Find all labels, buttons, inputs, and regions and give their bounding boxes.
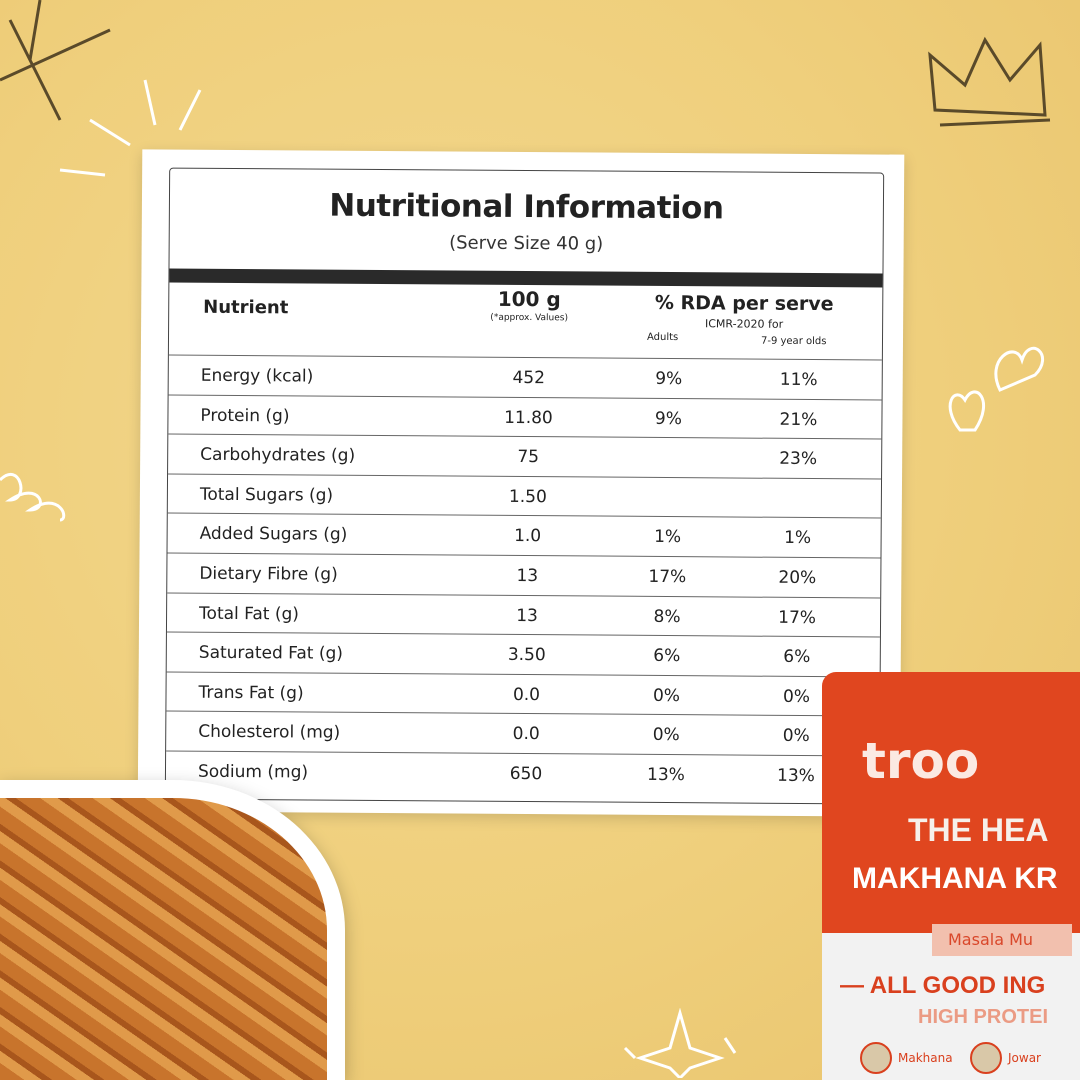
rda-adults [628,448,708,449]
makhana-icon [860,1042,892,1074]
pack-headline-2: MAKHANA KR [852,862,1058,895]
pack-headline-1: THE HEA [908,812,1049,848]
header-nutrient: Nutrient [203,296,289,319]
flavour-ribbon: Masala Mu [932,924,1072,956]
star-doodle-icon [0,0,111,121]
rda-adults: 17% [648,566,687,588]
value-100g: 1.50 [508,486,547,507]
pack-tagline: — ALL GOOD ING [840,972,1046,999]
rda-adults: 13% [646,764,685,786]
header-divider-bar [169,268,883,288]
rda-kids: 23% [779,448,818,470]
rda-kids: 1% [784,528,812,549]
nutrient-name: Carbohydrates (g) [200,444,356,467]
nutrient-name: Energy (kcal) [200,365,314,387]
rda-kids: 17% [778,607,817,628]
sparkle-lines-icon [59,79,202,177]
nutrient-name: Added Sugars (g) [199,524,348,546]
sparkle-star-icon [623,1008,737,1078]
rda-adults: 1% [654,527,682,548]
table-row: Energy (kcal) 452 9% 11% [168,354,882,400]
label-title: Nutritional Information [329,187,724,227]
nutrient-name: Trans Fat (g) [198,682,304,704]
loop-doodle-icon [0,472,66,522]
table-row: Cholesterol (mg) 0.0 0% 0% [166,710,880,756]
value-100g: 650 [509,763,543,785]
rda-adults: 0% [652,725,680,746]
nutrient-name: Saturated Fat (g) [198,642,344,664]
value-100g: 13 [516,565,539,587]
rda-adults: 8% [653,606,681,627]
rda-kids: 11% [779,369,818,391]
hearts-doodle-icon [948,346,1045,432]
rda-adults: 9% [654,408,683,429]
value-100g: 11.80 [504,407,553,428]
rda-adults: 9% [655,368,683,390]
nutrition-table: Nutritional Information (Serve Size 40 g… [164,167,885,805]
snack-bowl-image [0,780,345,1080]
value-100g: 1.0 [514,526,542,547]
header-100g-note: (*approx. Values) [490,312,569,324]
header-kids: 7-9 year olds [760,335,827,348]
rda-adults [628,488,708,489]
header-rda: % RDA per serve [654,291,834,316]
serve-size: (Serve Size 40 g) [449,232,604,255]
rda-kids: 20% [778,567,817,589]
ingredient-makhana: Makhana [860,1042,953,1074]
rda-kids: 21% [779,409,818,430]
rda-kids: 6% [783,646,811,668]
nutrient-name: Sodium (mg) [197,761,309,783]
rda-adults: 0% [652,685,681,706]
nutrient-name: Total Sugars (g) [199,484,334,506]
nutrient-name: Total Fat (g) [199,603,300,625]
table-row: Trans Fat (g) 0.0 0% 0% [166,671,880,716]
table-row: Carbohydrates (g) 75 23% [168,433,882,479]
value-100g: 0.0 [512,724,540,745]
table-row: Sodium (mg) 650 13% 13% [165,750,880,796]
nutrient-name: Protein (g) [200,405,290,426]
nutrient-name: Cholesterol (mg) [198,722,341,744]
table-row: Dietary Fibre (g) 13 17% 20% [167,552,881,598]
header-adults: Adults [646,331,679,344]
rda-kids [758,488,838,489]
header-rda-note: ICMR-2020 for [704,317,784,331]
product-pack-image: troo THE HEA MAKHANA KR Masala Mu — ALL … [822,672,1080,1080]
value-100g: 75 [517,447,540,468]
table-row: Added Sugars (g) 1.0 1% 1% [167,512,881,558]
crown-doodle-icon [928,36,1051,127]
makhana-kurkure-snacks [0,798,327,1080]
header-100g: 100 g [497,286,561,312]
table-row: Protein (g) 11.80 9% 21% [168,394,882,439]
rda-adults: 6% [653,646,681,667]
value-100g: 13 [516,605,538,626]
value-100g: 3.50 [507,645,546,666]
pack-subtag: HIGH PROTEI [918,1006,1049,1028]
value-100g: 452 [512,367,546,389]
table-row: Saturated Fat (g) 3.50 6% 6% [166,631,880,677]
jowar-icon [970,1042,1002,1074]
nutrition-label-card: Nutritional Information (Serve Size 40 g… [137,149,905,817]
table-row: Total Sugars (g) 1.50 [167,473,882,518]
nutrient-name: Dietary Fibre (g) [199,563,338,585]
ingredient-jowar: Jowar [970,1042,1041,1074]
value-100g: 0.0 [512,684,541,705]
table-row: Total Fat (g) 13 8% 17% [166,592,881,637]
brand-logo: troo [862,732,980,790]
nutrient-rows: Energy (kcal) 452 9% 11% Protein (g) 11.80 9% 2… [165,354,882,796]
